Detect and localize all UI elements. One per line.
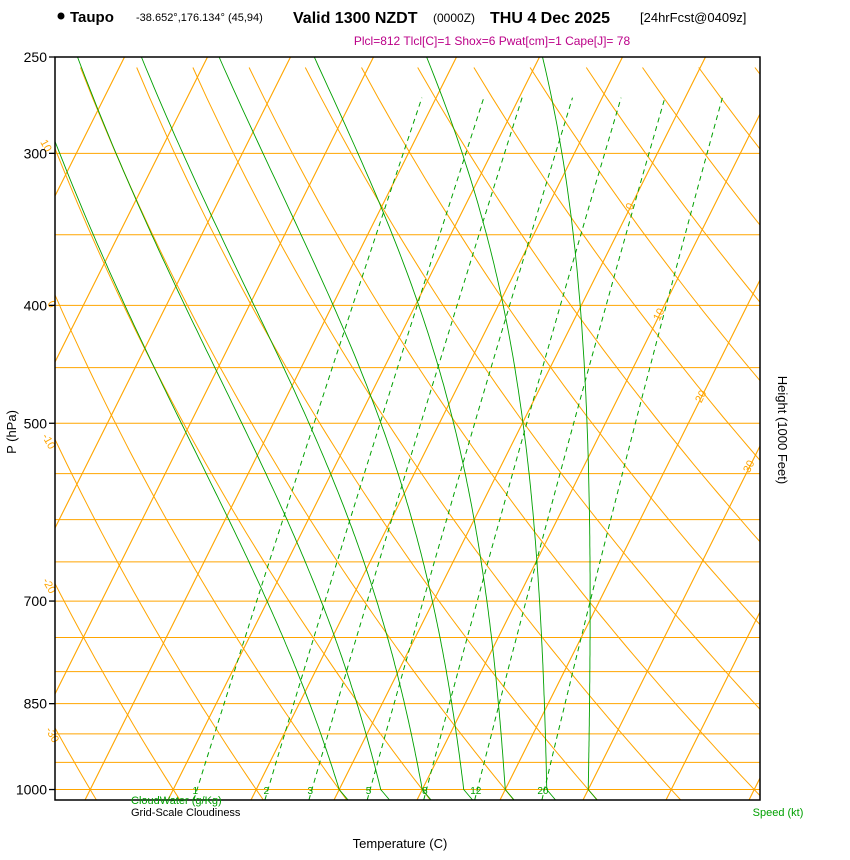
moist-adiabat-line xyxy=(218,57,473,800)
mixing-ratio-label: 2 xyxy=(264,786,270,797)
dry-adiabat-line xyxy=(248,67,760,797)
dry-adiabat-line xyxy=(361,67,760,626)
pressure-tick-label: 850 xyxy=(24,696,48,712)
mixing-ratio-line xyxy=(541,97,723,800)
isotherm-line xyxy=(55,57,374,696)
pressure-tick-label: 700 xyxy=(24,593,48,609)
isotherm-line xyxy=(416,112,760,800)
mixing-ratio-label: 1 xyxy=(193,786,199,797)
cloudwater-scale-title: CloudWater (g/Kg) xyxy=(131,795,222,807)
valid-time: Valid 1300 NZDT xyxy=(293,10,418,27)
dry-adiabat-line xyxy=(192,67,682,800)
dry-adiabat-line xyxy=(304,67,760,710)
temperature-axis-title: Temperature (C) xyxy=(353,836,448,851)
station-coords: -38.652°,176.134° (45,94) xyxy=(136,12,263,24)
moist-adiabat-line xyxy=(542,57,598,800)
pressure-tick-label: 400 xyxy=(24,297,48,313)
station-bullet-icon xyxy=(57,12,65,20)
isotherm-line xyxy=(55,57,291,530)
grid-clip-group xyxy=(55,57,760,800)
isotherm-line xyxy=(499,278,760,800)
moist-adiabat-line xyxy=(140,57,432,800)
moist-adiabat-line xyxy=(77,57,390,800)
indices-line: Plcl=812 Tlcl[C]=1 Shox=6 Pwat[cm]=1 Cap… xyxy=(354,34,631,48)
pressure-tick-label: 250 xyxy=(24,49,48,65)
valid-date: THU 4 Dec 2025 xyxy=(490,10,610,27)
skewt-background-grid xyxy=(55,57,760,800)
axes-ticks-labels: 250 300 400 500 700 850 1000 xyxy=(16,49,55,798)
moist-adiabat-line xyxy=(55,140,349,800)
isotherm-line xyxy=(167,57,540,800)
dry-adiabat-line xyxy=(529,67,760,382)
isotherm-line xyxy=(665,610,760,800)
mixing-ratio-label: 8 xyxy=(422,786,428,797)
dry-adiabat-line xyxy=(55,582,181,800)
pressure-tick-label: 1000 xyxy=(16,782,47,798)
dry-adiabat-line xyxy=(55,726,97,800)
dry-adiabat-label: -30 xyxy=(43,725,61,745)
dry-adiabat-line xyxy=(473,67,760,462)
isotherm-line xyxy=(333,57,706,800)
dry-adiabat-line xyxy=(642,67,760,226)
dry-adiabat-label: 0 xyxy=(44,299,57,310)
mixing-ratio-label: 3 xyxy=(308,786,314,797)
dry-adiabat-line xyxy=(754,67,760,76)
height-axis-title: Height (1000 Feet) xyxy=(775,376,790,484)
forecast-tag: [24hrFcst@0409z] xyxy=(640,10,746,25)
isotherm-line xyxy=(55,57,125,198)
dry-adiabat-line xyxy=(55,147,431,800)
isotherm-line xyxy=(582,444,760,800)
station-name: Taupo xyxy=(70,9,114,26)
mixing-ratio-line xyxy=(474,97,666,800)
dry-adiabat-line xyxy=(55,438,264,800)
isotherm-label: 10 xyxy=(651,306,667,322)
isotherm-line xyxy=(84,57,457,800)
moist-adiabat-line xyxy=(313,57,515,800)
dry-adiabat-line xyxy=(585,67,760,304)
dry-adiabat-line xyxy=(80,67,515,800)
isotherm-line xyxy=(748,776,760,800)
isotherm-line xyxy=(250,57,623,800)
valid-utc: (0000Z) xyxy=(433,11,475,25)
isotherm-label: 30 xyxy=(741,458,757,474)
mixing-ratio-line xyxy=(193,97,423,800)
dry-adiabat-line xyxy=(136,67,598,800)
moist-adiabat-line xyxy=(426,57,556,800)
dry-adiabat-line xyxy=(55,293,348,800)
dry-adiabat-line xyxy=(417,67,760,543)
pressure-tick-label: 300 xyxy=(24,145,48,161)
mixing-ratio-line xyxy=(308,97,523,800)
isotherm-label: 20 xyxy=(693,388,709,404)
isotherm-label: 0 xyxy=(624,201,637,212)
isotherm-line xyxy=(55,57,208,364)
cloudiness-scale-title: Grid-Scale Cloudiness xyxy=(131,807,241,819)
mixing-ratio-label: 20 xyxy=(537,786,549,797)
pressure-tick-label: 500 xyxy=(24,415,48,431)
plot-frame xyxy=(54,56,761,801)
speed-axis-title: Speed (kt) xyxy=(753,807,804,819)
mixing-ratio-line xyxy=(264,97,485,800)
pressure-axis-title: P (hPa) xyxy=(4,410,19,454)
dry-adiabat-label: 10 xyxy=(37,138,53,155)
mixing-ratio-label: 12 xyxy=(470,786,482,797)
mixing-ratio-label: 5 xyxy=(366,786,372,797)
mixing-ratio-line xyxy=(423,97,622,800)
